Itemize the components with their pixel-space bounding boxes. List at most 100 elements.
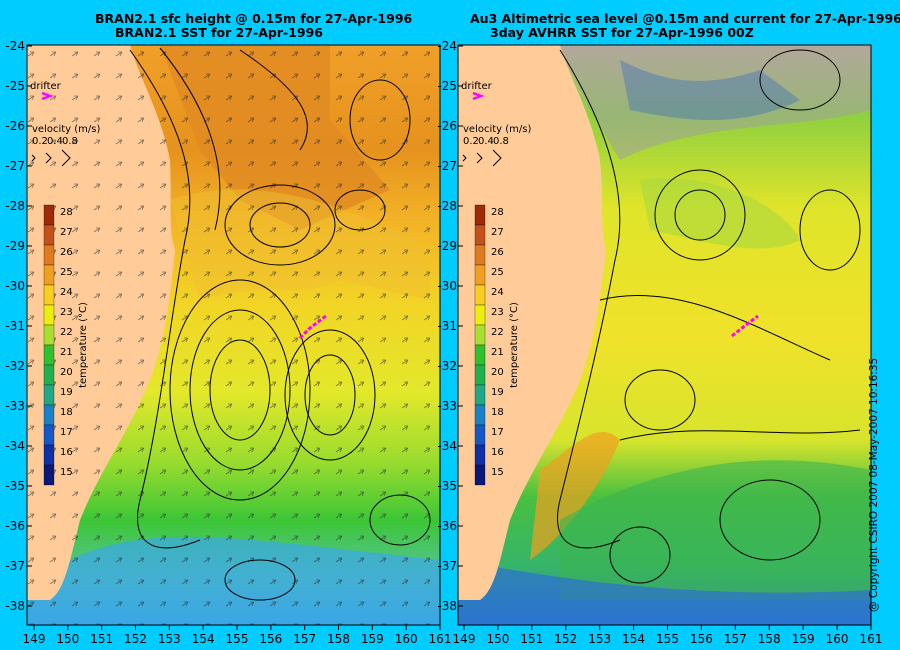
australia-land-right <box>458 45 606 600</box>
left-lat-tick-label: -38 <box>5 599 25 613</box>
left-colorbar-label: 25 <box>60 267 73 278</box>
right-colorbar-label: 16 <box>491 447 504 458</box>
left-colorbar-swatch <box>43 384 55 406</box>
right-colorbar-swatch <box>474 264 486 286</box>
left-colorbar-label: 23 <box>60 307 73 318</box>
right-colorbar-label: 27 <box>491 227 504 238</box>
left-lat-tick-label: -34 <box>5 439 25 453</box>
left-colorbar-swatch <box>43 444 55 466</box>
left-colorbar-label: 22 <box>60 327 73 338</box>
lon-axis-right: 149 150 151 152 153 154 155 156 157 158 159 160 161 <box>453 625 883 646</box>
left-lat-tick-label: -27 <box>5 159 25 173</box>
right-lon-tick-label: 154 <box>622 632 645 646</box>
right-lat-tick-label: -25 <box>437 79 457 93</box>
left-title-line2: BRAN2.1 SST for 27-Apr-1996 <box>115 25 323 40</box>
left-lon-tick-label: 154 <box>192 632 215 646</box>
right-colorbar-swatch <box>474 344 486 366</box>
right-colorbar-swatch <box>474 424 486 446</box>
right-lat-tick-label: -31 <box>437 319 457 333</box>
left-colorbar-swatch <box>43 224 55 246</box>
legend-right: drifter velocity (m/s)0.2 0.4 0.8 28 27 26 25 24… <box>461 81 531 486</box>
right-lon-tick-label: 157 <box>724 632 747 646</box>
left-lat-tick-label: -26 <box>5 119 25 133</box>
right-colorbar-swatch <box>474 404 486 426</box>
right-lon-tick-label: 152 <box>554 632 577 646</box>
right-lat-tick-label: -35 <box>437 479 457 493</box>
right-colorbar-label: 28 <box>491 207 504 218</box>
right-title-line2: 3day AVHRR SST for 27-Apr-1996 00Z <box>490 25 754 40</box>
right-lat-tick-label: -32 <box>437 359 457 373</box>
right-lat-tick-label: -34 <box>437 439 457 453</box>
left-velocity-value: 0.2 <box>32 136 48 147</box>
left-lon-tick-label: 155 <box>226 632 249 646</box>
left-velocity-value: 0.8 <box>62 136 78 147</box>
left-lat-tick-label: -24 <box>5 39 25 53</box>
right-colorbar-label: 17 <box>491 427 504 438</box>
right-lat-tick-label: -33 <box>437 399 457 413</box>
lon-axis-left: 149 150 151 152 153 154 155 156 157 158 159 160 161 <box>23 625 451 646</box>
left-map-panel <box>26 44 441 626</box>
right-drifter-arrow-icon <box>472 91 485 101</box>
left-lat-tick-label: -36 <box>5 519 25 533</box>
right-lat-tick-label: -26 <box>437 119 457 133</box>
left-colorbar-label: 28 <box>60 207 73 218</box>
left-colorbar-label: 17 <box>60 427 73 438</box>
right-lon-tick-label: 151 <box>520 632 543 646</box>
left-colorbar-swatch <box>43 284 55 306</box>
right-colorbar-title: temperature (°C) <box>509 302 520 388</box>
right-velocity-arrow-icon <box>476 152 483 164</box>
right-lat-tick-label: -37 <box>437 559 457 573</box>
right-lon-tick-label: 161 <box>860 632 883 646</box>
right-colorbar-label: 23 <box>491 307 504 318</box>
right-lon-tick-label: 156 <box>690 632 713 646</box>
right-colorbar-swatch <box>474 304 486 326</box>
right-map-panel <box>457 44 872 626</box>
right-drifter-label: drifter <box>461 81 493 92</box>
left-colorbar-swatch <box>43 364 55 386</box>
left-lat-tick-label: -31 <box>5 319 25 333</box>
right-lon-tick-label: 155 <box>656 632 679 646</box>
right-lat-tick-label: -36 <box>437 519 457 533</box>
left-lat-tick-label: -28 <box>5 199 25 213</box>
right-lon-tick-label: 149 <box>453 632 476 646</box>
right-colorbar-label: 21 <box>491 347 504 358</box>
right-lat-tick-label: -30 <box>437 279 457 293</box>
left-colorbar-label: 24 <box>60 287 73 298</box>
left-colorbar-swatch <box>43 404 55 426</box>
right-lat-tick-label: -24 <box>437 39 457 53</box>
right-lat-tick-label: -27 <box>437 159 457 173</box>
right-velocity-value: 0.4 <box>478 136 494 147</box>
left-velocity-label: velocity (m/s) <box>32 124 100 135</box>
left-lat-tick-label: -30 <box>5 279 25 293</box>
left-colorbar-label: 20 <box>60 367 73 378</box>
left-drifter-arrow-icon <box>41 91 54 101</box>
right-lon-tick-label: 150 <box>486 632 509 646</box>
right-lat-tick-label: -38 <box>437 599 457 613</box>
left-lon-tick-label: 157 <box>293 632 316 646</box>
right-colorbar-swatch <box>474 324 486 346</box>
right-lon-tick-label: 158 <box>758 632 781 646</box>
copyright-notice: @ Copyright CSIRO 2007 08-May-2007 10:16… <box>868 357 880 612</box>
right-velocity-arrow-icon <box>462 154 467 162</box>
right-colorbar-label: 26 <box>491 247 504 258</box>
right-velocity-value: 0.8 <box>493 136 509 147</box>
right-velocity-value: 0.2 <box>463 136 479 147</box>
left-colorbar-label: 16 <box>60 447 73 458</box>
right-colorbar-label: 19 <box>491 387 504 398</box>
right-lat-tick-label: -28 <box>437 199 457 213</box>
left-colorbar-swatch <box>43 304 55 326</box>
left-colorbar-swatch <box>43 244 55 266</box>
right-colorbar-swatch <box>474 284 486 306</box>
left-colorbar-label: 27 <box>60 227 73 238</box>
right-title-line1: Au3 Altimetric sea level @0.15m and curr… <box>470 11 900 26</box>
right-colorbar-label: 18 <box>491 407 504 418</box>
left-colorbar-label: 19 <box>60 387 73 398</box>
left-lon-tick-label: 152 <box>124 632 147 646</box>
right-lon-tick-label: 160 <box>826 632 849 646</box>
left-lat-tick-label: -33 <box>5 399 25 413</box>
lat-axis-left: -24 -25 -26 -27 -28 -29 -30 -31 -32 -33 -34 -35 -36 -… <box>5 39 32 613</box>
left-lat-tick-label: -25 <box>5 79 25 93</box>
left-colorbar-label: 18 <box>60 407 73 418</box>
left-colorbar-swatch <box>43 344 55 366</box>
left-lon-tick-label: 149 <box>23 632 46 646</box>
